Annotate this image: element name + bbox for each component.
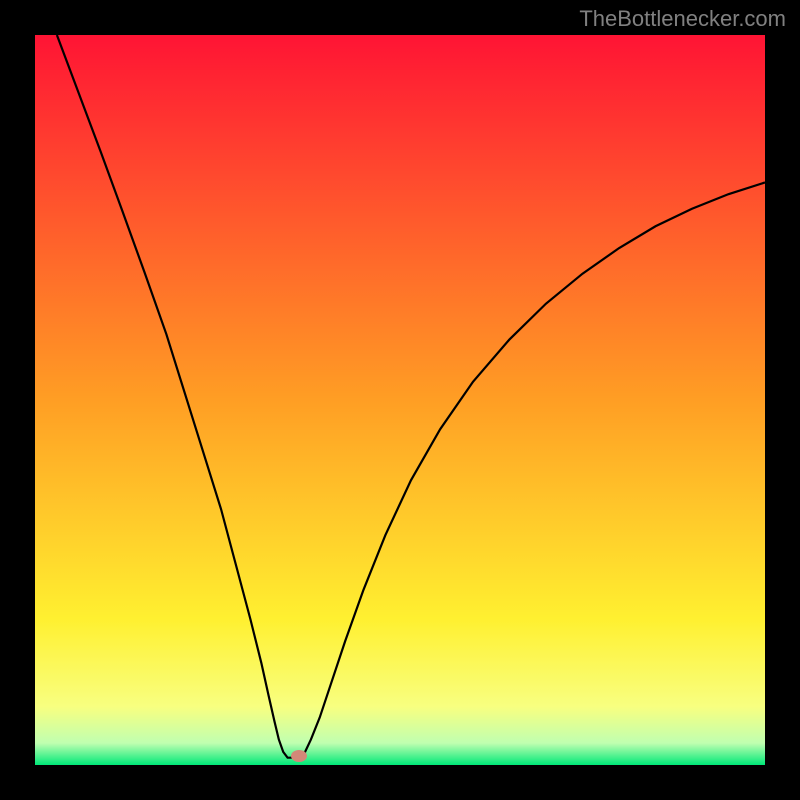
bottleneck-curve [35, 35, 765, 765]
plot-area [35, 35, 765, 765]
watermark-text: TheBottlenecker.com [579, 6, 786, 32]
optimal-point-marker [291, 750, 307, 762]
chart-frame: TheBottlenecker.com [0, 0, 800, 800]
